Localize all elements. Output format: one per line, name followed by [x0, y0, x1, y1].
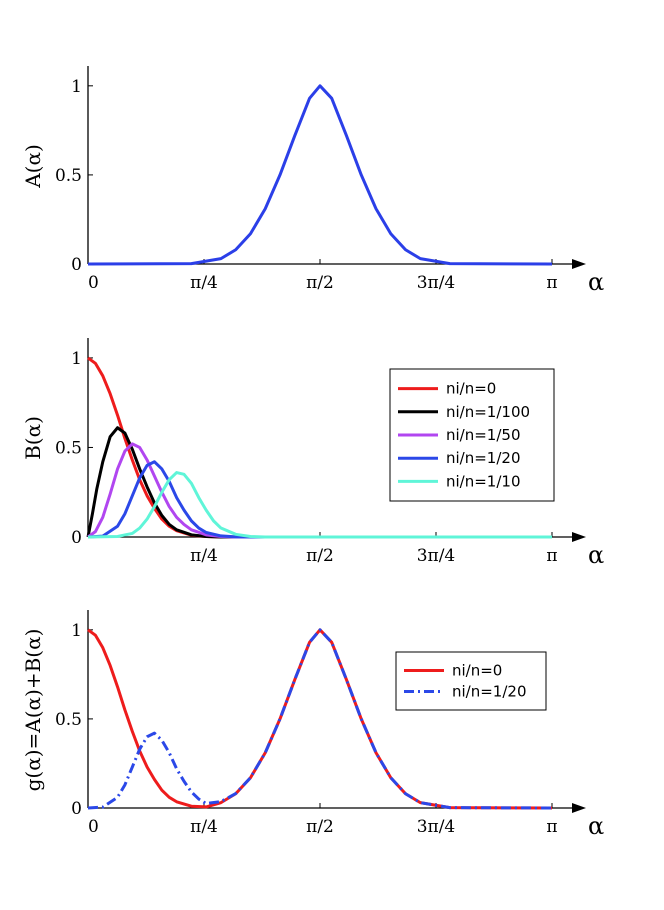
x-axis-arrow [572, 532, 586, 542]
x-axis-title: α [588, 268, 604, 296]
legend-label: ni/n=1/50 [446, 426, 521, 444]
legend-label: ni/n=1/20 [446, 449, 521, 467]
legend: ni/n=0 ni/n=1/20 [395, 651, 547, 711]
series-line-3 [87, 442, 552, 539]
x-tick-label: π/4 [190, 273, 218, 293]
x-tick-label: π/2 [306, 273, 334, 293]
panel-a-alpha: 0 0.5 1 0 π/4 π/2 3π/4 π α A(α) [21, 66, 604, 296]
y-tick-label: 0.5 [55, 710, 82, 730]
y-tick-label: 0.5 [55, 166, 82, 186]
x-tick-label: π/4 [190, 817, 218, 837]
y-tick-label: 0 [71, 528, 82, 548]
legend-label: ni/n=0 [452, 662, 502, 680]
x-tick-label: 0 [88, 817, 99, 837]
legend-label: ni/n=0 [446, 380, 496, 398]
panel-g-alpha: 00.510 π/4 π/2 3π/4 π αg(α)=A(α)+B(α) ni/n=0ni… [21, 610, 604, 840]
y-tick-label: 0.5 [55, 438, 82, 458]
x-tick-label: 3π/4 [417, 546, 456, 566]
series-line-1 [87, 84, 553, 266]
y-tick-label: 1 [71, 349, 82, 369]
x-axis-arrow [572, 803, 586, 813]
x-axis-arrow [572, 259, 586, 269]
x-tick-label: 0 [88, 273, 99, 293]
legend-label: ni/n=1/100 [446, 403, 530, 421]
y-tick-label: 1 [71, 77, 82, 97]
x-tick-label: π/2 [306, 546, 334, 566]
y-axis-title: A(α) [21, 144, 45, 189]
x-axis-title: α [588, 541, 604, 569]
y-axis-title: B(α) [21, 416, 45, 460]
legend: ni/n=0 ni/n=1/100 ni/n=1/50 ni/n=1/20 ni/n=1… [389, 368, 555, 502]
x-tick-label: π [546, 273, 557, 293]
y-axis-title: g(α)=A(α)+B(α) [21, 629, 45, 792]
legend-label: ni/n=1/10 [446, 472, 521, 490]
x-tick-label: π/4 [190, 546, 218, 566]
y-tick-label: 1 [71, 621, 82, 641]
x-tick-label: π [546, 817, 557, 837]
x-tick-label: 3π/4 [417, 273, 456, 293]
panel-b-alpha: 00.51π/4 π/2 3π/4 π αB(α)ni/n=0ni/n=1/100ni/… [21, 338, 604, 569]
series-line-5 [87, 471, 552, 539]
series-line-2 [87, 628, 553, 810]
x-tick-label: π [546, 546, 557, 566]
legend-label: ni/n=1/20 [452, 683, 527, 701]
x-axis-title: α [588, 812, 604, 840]
x-tick-label: π/2 [306, 817, 334, 837]
y-tick-label: 0 [71, 799, 82, 819]
series-line-2 [86, 426, 552, 539]
y-tick-label: 0 [71, 255, 82, 275]
legend-box [395, 651, 547, 711]
x-tick-label: 3π/4 [417, 817, 456, 837]
